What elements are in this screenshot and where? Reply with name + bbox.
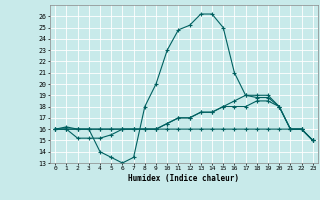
X-axis label: Humidex (Indice chaleur): Humidex (Indice chaleur) bbox=[129, 174, 239, 183]
